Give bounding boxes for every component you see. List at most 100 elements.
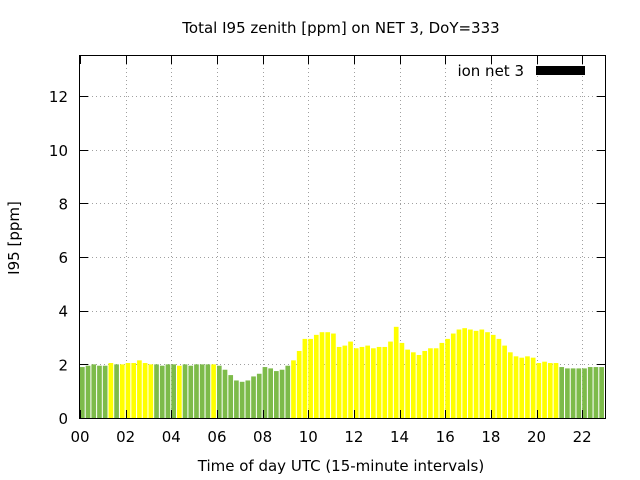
bar <box>182 364 188 418</box>
x-tick-label: 04 <box>162 428 181 446</box>
y-tick-label: 8 <box>58 195 68 213</box>
bar <box>559 367 565 418</box>
bar <box>194 364 199 418</box>
bar <box>268 368 273 418</box>
bar <box>274 371 279 418</box>
bar <box>336 346 342 418</box>
bar <box>234 380 239 418</box>
bar <box>530 357 536 418</box>
legend-label: ion net 3 <box>457 62 524 80</box>
bar <box>410 352 416 418</box>
y-tick-label: 10 <box>49 142 68 160</box>
bar <box>285 365 291 418</box>
bar <box>97 365 102 418</box>
bar <box>171 364 176 418</box>
bar <box>462 328 468 418</box>
bar <box>565 368 570 418</box>
bar <box>485 332 490 418</box>
y-tick-label: 4 <box>58 303 68 321</box>
bar <box>251 376 256 418</box>
bar <box>599 367 604 418</box>
plot-frame <box>79 55 606 419</box>
x-tick-label: 22 <box>573 428 592 446</box>
y-tick-labels: 0 2 4 6 8 10 12 <box>49 88 68 428</box>
bar <box>216 365 222 418</box>
bar <box>519 357 525 418</box>
x-tick-label: 12 <box>344 428 363 446</box>
bar <box>114 364 119 418</box>
bar <box>382 346 388 418</box>
bar <box>422 350 428 418</box>
y-tick-label: 6 <box>58 249 68 267</box>
y-tick-label: 0 <box>58 410 68 428</box>
x-tick-label: 00 <box>70 428 89 446</box>
bar <box>399 342 405 418</box>
bar <box>228 375 234 418</box>
bar <box>148 364 154 418</box>
bar <box>313 334 319 418</box>
bar <box>108 363 114 418</box>
x-tick-label: 18 <box>481 428 500 446</box>
ticks <box>80 56 605 419</box>
bar <box>570 368 576 418</box>
bar <box>525 356 530 418</box>
bar <box>547 363 553 418</box>
bar <box>211 364 216 418</box>
bar <box>302 338 308 418</box>
bar <box>388 341 393 418</box>
x-tick-label: 10 <box>299 428 318 446</box>
bar <box>239 381 245 418</box>
bar <box>319 332 325 418</box>
legend: ion net 3 <box>457 62 585 80</box>
bar <box>245 380 251 418</box>
bar <box>450 333 456 418</box>
bar <box>222 369 228 418</box>
y-axis-label: I95 [ppm] <box>5 201 23 275</box>
bar <box>542 361 547 418</box>
bar <box>553 363 559 418</box>
bar <box>205 364 211 418</box>
bar <box>91 364 97 418</box>
bar <box>393 326 399 418</box>
bar <box>593 367 599 418</box>
bar <box>576 368 582 418</box>
x-tick-label: 06 <box>207 428 226 446</box>
x-tick-labels: 00 02 04 06 08 10 12 14 16 18 20 22 <box>70 428 591 446</box>
bar <box>325 332 331 418</box>
bar <box>137 360 142 418</box>
bar <box>342 345 348 418</box>
bar <box>416 354 422 418</box>
x-tick-label: 08 <box>253 428 272 446</box>
bar <box>177 365 182 418</box>
x-axis-label: Time of day UTC (15-minute intervals) <box>197 457 484 475</box>
bar <box>80 367 85 418</box>
grid-lines <box>80 56 605 418</box>
bar <box>131 363 137 418</box>
bar <box>154 364 159 418</box>
bar <box>428 348 433 418</box>
bar <box>353 348 359 418</box>
bar <box>468 329 473 418</box>
bar <box>371 348 376 418</box>
bar <box>405 349 410 418</box>
bar <box>85 365 91 418</box>
bar <box>456 329 462 418</box>
y-tick-label: 12 <box>49 88 68 106</box>
bar <box>308 338 313 418</box>
bar <box>479 329 485 418</box>
bar <box>102 365 108 418</box>
bars <box>80 326 604 418</box>
bar <box>256 373 262 418</box>
bar <box>582 368 587 418</box>
x-tick-label: 16 <box>436 428 455 446</box>
x-tick-label: 14 <box>390 428 409 446</box>
bar <box>490 334 496 418</box>
bar <box>445 338 450 418</box>
bar <box>279 369 285 418</box>
bar <box>262 367 268 418</box>
bar <box>496 338 502 418</box>
bar <box>291 360 296 418</box>
y-tick-label: 2 <box>58 356 68 374</box>
bar <box>376 346 382 418</box>
